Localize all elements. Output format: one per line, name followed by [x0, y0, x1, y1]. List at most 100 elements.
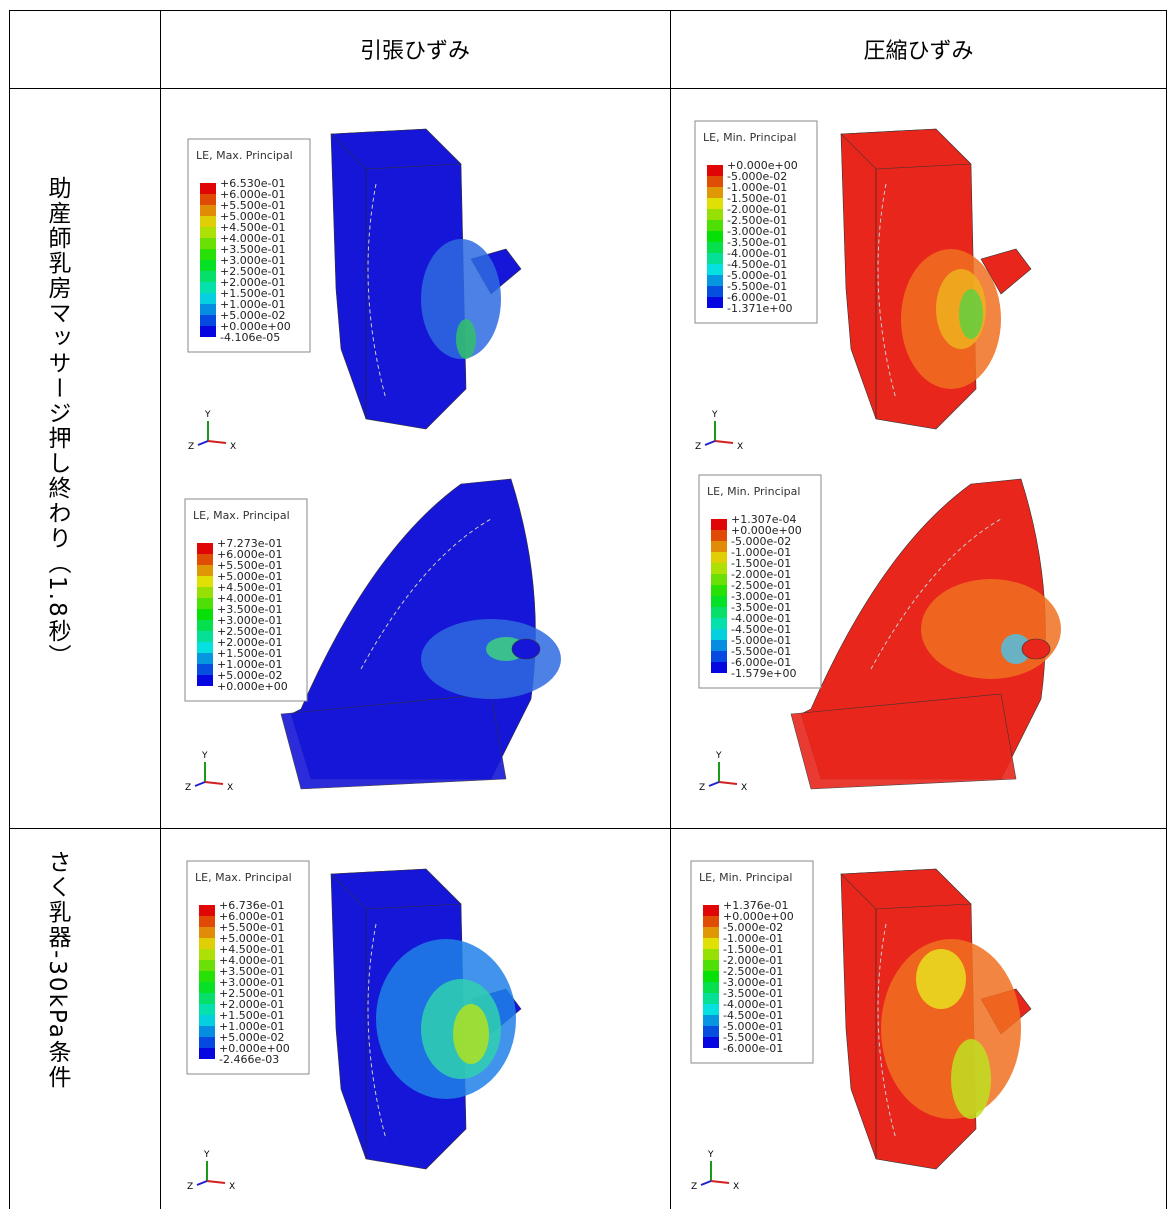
legend-band: [711, 618, 727, 629]
legend-band: [707, 165, 723, 176]
legend-band: [199, 1037, 215, 1048]
axis-z: [705, 441, 715, 445]
legend-band: [200, 304, 216, 315]
legend-band: [711, 574, 727, 585]
header-cell: 引張ひずみ: [160, 10, 670, 88]
strain-region: [456, 319, 476, 359]
legend-band: [703, 905, 719, 916]
legend-title: LE, Min. Principal: [707, 485, 800, 498]
legend-title: LE, Min. Principal: [703, 131, 796, 144]
legend-band: [707, 242, 723, 253]
legend-band: [707, 176, 723, 187]
legend-band: [703, 927, 719, 938]
legend-band: [199, 971, 215, 982]
triad-label: X: [737, 442, 743, 452]
legend-band: [707, 275, 723, 286]
page: 引張ひずみ 圧縮ひずみ 助産師乳房マッサージ押し終わり（1.8秒） さく乳器-3…: [0, 0, 1167, 1209]
axis-z: [198, 441, 208, 445]
legend-band: [703, 1004, 719, 1015]
triad-label: Z: [185, 783, 191, 793]
legend-band: [707, 187, 723, 198]
legend-band: [197, 543, 213, 554]
strain-region: [453, 1004, 489, 1064]
legend-band: [711, 563, 727, 574]
legend-band: [197, 675, 213, 686]
legend-band: [199, 993, 215, 1004]
triad-label: Y: [707, 1150, 714, 1160]
legend-band: [200, 227, 216, 238]
fea-image: LE, Min. Principal+1.376e-01+0.000e+00-5…: [671, 829, 1167, 1209]
legend-band: [703, 938, 719, 949]
legend-band: [711, 519, 727, 530]
legend-band: [199, 949, 215, 960]
legend-label: +0.000e+00: [217, 680, 288, 693]
legend-band: [711, 607, 727, 618]
legend-band: [197, 642, 213, 653]
legend-band: [200, 238, 216, 249]
legend-band: [200, 293, 216, 304]
legend-band: [707, 253, 723, 264]
triad-label: Y: [711, 410, 718, 420]
triad-label: Z: [187, 1182, 193, 1192]
legend-band: [703, 971, 719, 982]
legend-band: [199, 916, 215, 927]
legend-band: [200, 315, 216, 326]
legend-band: [711, 629, 727, 640]
legend-band: [711, 585, 727, 596]
triad-label: Y: [201, 751, 208, 761]
triad-label: Z: [695, 442, 701, 452]
legend-band: [703, 993, 719, 1004]
legend-band: [199, 1048, 215, 1059]
legend-band: [197, 620, 213, 631]
legend-band: [707, 264, 723, 275]
axis-x: [208, 441, 226, 443]
legend-band: [199, 1004, 215, 1015]
legend-band: [200, 282, 216, 293]
row-label: 助産師乳房マッサージ押し終わり（1.8秒）: [40, 176, 74, 669]
legend-band: [200, 216, 216, 227]
fea-image: LE, Min. Principal+0.000e+00-5.000e-02-1…: [671, 89, 1167, 469]
legend-band: [199, 1015, 215, 1026]
axis-z: [709, 782, 719, 786]
legend-title: LE, Max. Principal: [195, 871, 292, 884]
strain-region: [921, 579, 1061, 679]
legend-band: [197, 598, 213, 609]
header-cell: 圧縮ひずみ: [670, 10, 1167, 88]
legend-band: [711, 651, 727, 662]
strain-region: [421, 619, 561, 699]
model-nub: [512, 639, 540, 659]
legend-band: [197, 565, 213, 576]
axis-z: [195, 782, 205, 786]
fea-image: LE, Max. Principal+7.273e-01+6.000e-01+5…: [161, 469, 670, 827]
legend-band: [199, 960, 215, 971]
legend-label: -6.000e-01: [723, 1042, 783, 1055]
axis-x: [719, 782, 737, 784]
legend-label: -1.579e+00: [731, 667, 796, 680]
triad-label: Z: [691, 1182, 697, 1192]
triad-label: Z: [699, 783, 705, 793]
model-nub: [1022, 639, 1050, 659]
fea-image: LE, Max. Principal+6.530e-01+6.000e-01+5…: [161, 89, 670, 469]
triad-label: X: [733, 1182, 739, 1192]
legend-title: LE, Max. Principal: [193, 509, 290, 522]
legend-band: [200, 326, 216, 337]
legend-band: [703, 982, 719, 993]
axis-x: [711, 1181, 729, 1183]
triad-label: X: [741, 783, 747, 793]
axis-x: [207, 1181, 225, 1183]
legend-band: [197, 587, 213, 598]
legend-band: [199, 938, 215, 949]
axis-x: [205, 782, 223, 784]
axis-x: [715, 441, 733, 443]
triad-label: Y: [715, 751, 722, 761]
legend-band: [707, 209, 723, 220]
legend-title: LE, Min. Principal: [699, 871, 792, 884]
legend-band: [200, 260, 216, 271]
legend-band: [199, 905, 215, 916]
legend-band: [711, 662, 727, 673]
legend-band: [197, 631, 213, 642]
legend-band: [711, 640, 727, 651]
legend-band: [711, 552, 727, 563]
legend-band: [199, 982, 215, 993]
legend-band: [197, 554, 213, 565]
